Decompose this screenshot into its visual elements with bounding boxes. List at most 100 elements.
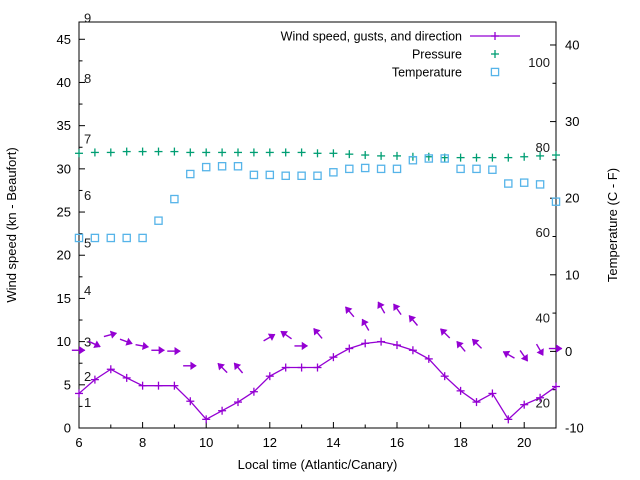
y2-tick-label: 0 — [565, 344, 572, 359]
temperature-point — [139, 234, 146, 241]
temperature-point — [266, 171, 273, 178]
beaufort-label: 7 — [84, 132, 91, 147]
gust-direction-arrow — [136, 342, 149, 349]
gust-direction-arrow — [520, 350, 527, 361]
pressure-point — [107, 148, 115, 156]
y-tick-label: 45 — [57, 32, 71, 47]
beaufort-label: 5 — [84, 235, 91, 250]
wind-speed-point — [155, 382, 163, 390]
beaufort-label: 8 — [84, 71, 91, 86]
wind-speed-point — [345, 345, 353, 353]
temperature-point — [314, 172, 321, 179]
weather-chart: 051015202530354045-100102030406810121416… — [0, 0, 640, 480]
temperature-point — [171, 195, 178, 202]
wind-speed-point — [298, 364, 306, 372]
pressure-point — [282, 148, 290, 156]
pressure-point — [314, 149, 322, 157]
temperature-point — [203, 164, 210, 171]
legend-label: Pressure — [412, 48, 462, 62]
temperature-point — [234, 163, 241, 170]
x-axis-title: Local time (Atlantic/Canary) — [238, 457, 398, 472]
pressure-point — [91, 148, 99, 156]
pressure-point — [361, 151, 369, 159]
temperature-point — [123, 234, 130, 241]
temperature-point — [489, 166, 496, 173]
beaufort-label: 9 — [84, 11, 91, 26]
y-tick-label: 5 — [64, 377, 71, 392]
legend-sample-square — [491, 68, 498, 75]
pressure-point — [155, 148, 163, 156]
y2-axis-title: Temperature (C - F) — [605, 168, 620, 282]
gust-direction-arrow — [264, 334, 275, 341]
y-tick-label: 10 — [57, 334, 71, 349]
legend-label: Temperature — [392, 66, 462, 80]
gust-direction-arrow — [378, 302, 385, 313]
temperature-point — [362, 164, 369, 171]
beaufort-label: 1 — [84, 395, 91, 410]
temperature-point — [521, 179, 528, 186]
y2-tick-label: 40 — [565, 37, 579, 52]
gust-direction-arrow — [281, 331, 292, 338]
pressure-point — [345, 150, 353, 158]
temperature-point — [346, 165, 353, 172]
gust-direction-arrow — [294, 342, 307, 349]
temperature-point — [537, 181, 544, 188]
gust-direction-arrow — [537, 344, 544, 355]
x-tick-label: 16 — [390, 435, 404, 450]
temperature-point — [298, 172, 305, 179]
pressure-point — [139, 148, 147, 156]
fahrenheit-label: 100 — [528, 55, 550, 70]
pressure-point — [425, 153, 433, 161]
gust-direction-arrow — [457, 341, 465, 351]
pressure-point — [202, 148, 210, 156]
temperature-point — [91, 234, 98, 241]
pressure-point — [170, 148, 178, 156]
wind-speed-point — [473, 398, 481, 406]
gust-direction-arrow — [167, 348, 180, 355]
pressure-point — [250, 148, 258, 156]
pressure-point — [329, 149, 337, 157]
pressure-point — [186, 148, 194, 156]
y-tick-label: 30 — [57, 161, 71, 176]
legend-sample-plus — [491, 32, 499, 40]
gust-direction-arrow — [120, 338, 132, 345]
y-tick-label: 20 — [57, 248, 71, 263]
fahrenheit-label: 40 — [536, 311, 550, 326]
wind-speed-point — [361, 339, 369, 347]
pressure-point — [123, 148, 131, 156]
gust-direction-arrow — [72, 347, 85, 354]
pressure-point — [298, 148, 306, 156]
gust-direction-arrow — [151, 347, 164, 354]
y-tick-label: 35 — [57, 118, 71, 133]
wind-speed-point — [314, 364, 322, 372]
gust-direction-arrow — [234, 363, 242, 373]
fahrenheit-label: 80 — [536, 140, 550, 155]
pressure-point — [552, 151, 560, 159]
pressure-point — [234, 148, 242, 156]
legend-label: Wind speed, gusts, and direction — [281, 30, 462, 44]
pressure-point — [377, 152, 385, 160]
temperature-point — [330, 169, 337, 176]
wind-speed-point — [393, 341, 401, 349]
y-tick-label: 25 — [57, 205, 71, 220]
gust-direction-arrow — [394, 304, 401, 315]
y-axis-title: Wind speed (kn - Beaufort) — [4, 147, 19, 302]
pressure-point — [75, 149, 83, 157]
pressure-point — [218, 148, 226, 156]
gust-direction-arrow — [362, 319, 369, 330]
y-tick-label: 40 — [57, 75, 71, 90]
wind-speed-point — [488, 389, 496, 397]
pressure-point — [457, 154, 465, 162]
temperature-point — [473, 165, 480, 172]
temperature-point — [219, 163, 226, 170]
wind-speed-point — [218, 407, 226, 415]
temperature-point — [457, 165, 464, 172]
wind-speed-point — [377, 338, 385, 346]
chart-canvas: 051015202530354045-100102030406810121416… — [0, 0, 640, 480]
legend-sample-plus — [491, 50, 499, 58]
gust-direction-arrow — [441, 329, 450, 338]
x-tick-label: 6 — [75, 435, 82, 450]
gust-direction-arrow — [183, 362, 196, 369]
x-tick-label: 10 — [199, 435, 213, 450]
pressure-point — [473, 154, 481, 162]
